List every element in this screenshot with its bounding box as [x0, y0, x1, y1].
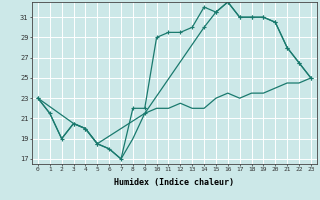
X-axis label: Humidex (Indice chaleur): Humidex (Indice chaleur): [115, 178, 234, 187]
